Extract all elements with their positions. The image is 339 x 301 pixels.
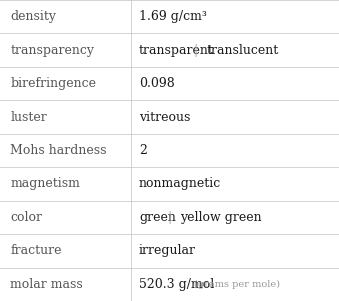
Text: |: | <box>194 44 198 57</box>
Text: vitreous: vitreous <box>139 110 191 123</box>
Text: fracture: fracture <box>10 244 62 257</box>
Text: translucent: translucent <box>206 44 278 57</box>
Text: 1.69 g/cm³: 1.69 g/cm³ <box>139 10 207 23</box>
Text: molar mass: molar mass <box>10 278 83 291</box>
Text: 520.3 g/mol: 520.3 g/mol <box>139 278 214 291</box>
Text: green: green <box>139 211 176 224</box>
Text: transparent: transparent <box>139 44 214 57</box>
Text: color: color <box>10 211 42 224</box>
Text: birefringence: birefringence <box>10 77 96 90</box>
Text: Mohs hardness: Mohs hardness <box>10 144 107 157</box>
Text: 0.098: 0.098 <box>139 77 175 90</box>
Text: 2: 2 <box>139 144 147 157</box>
Text: (grams per mole): (grams per mole) <box>194 280 280 289</box>
Text: luster: luster <box>10 110 47 123</box>
Text: nonmagnetic: nonmagnetic <box>139 178 221 191</box>
Text: |: | <box>167 211 172 224</box>
Text: magnetism: magnetism <box>10 178 80 191</box>
Text: irregular: irregular <box>139 244 196 257</box>
Text: density: density <box>10 10 56 23</box>
Text: transparency: transparency <box>10 44 94 57</box>
Text: yellow green: yellow green <box>180 211 261 224</box>
